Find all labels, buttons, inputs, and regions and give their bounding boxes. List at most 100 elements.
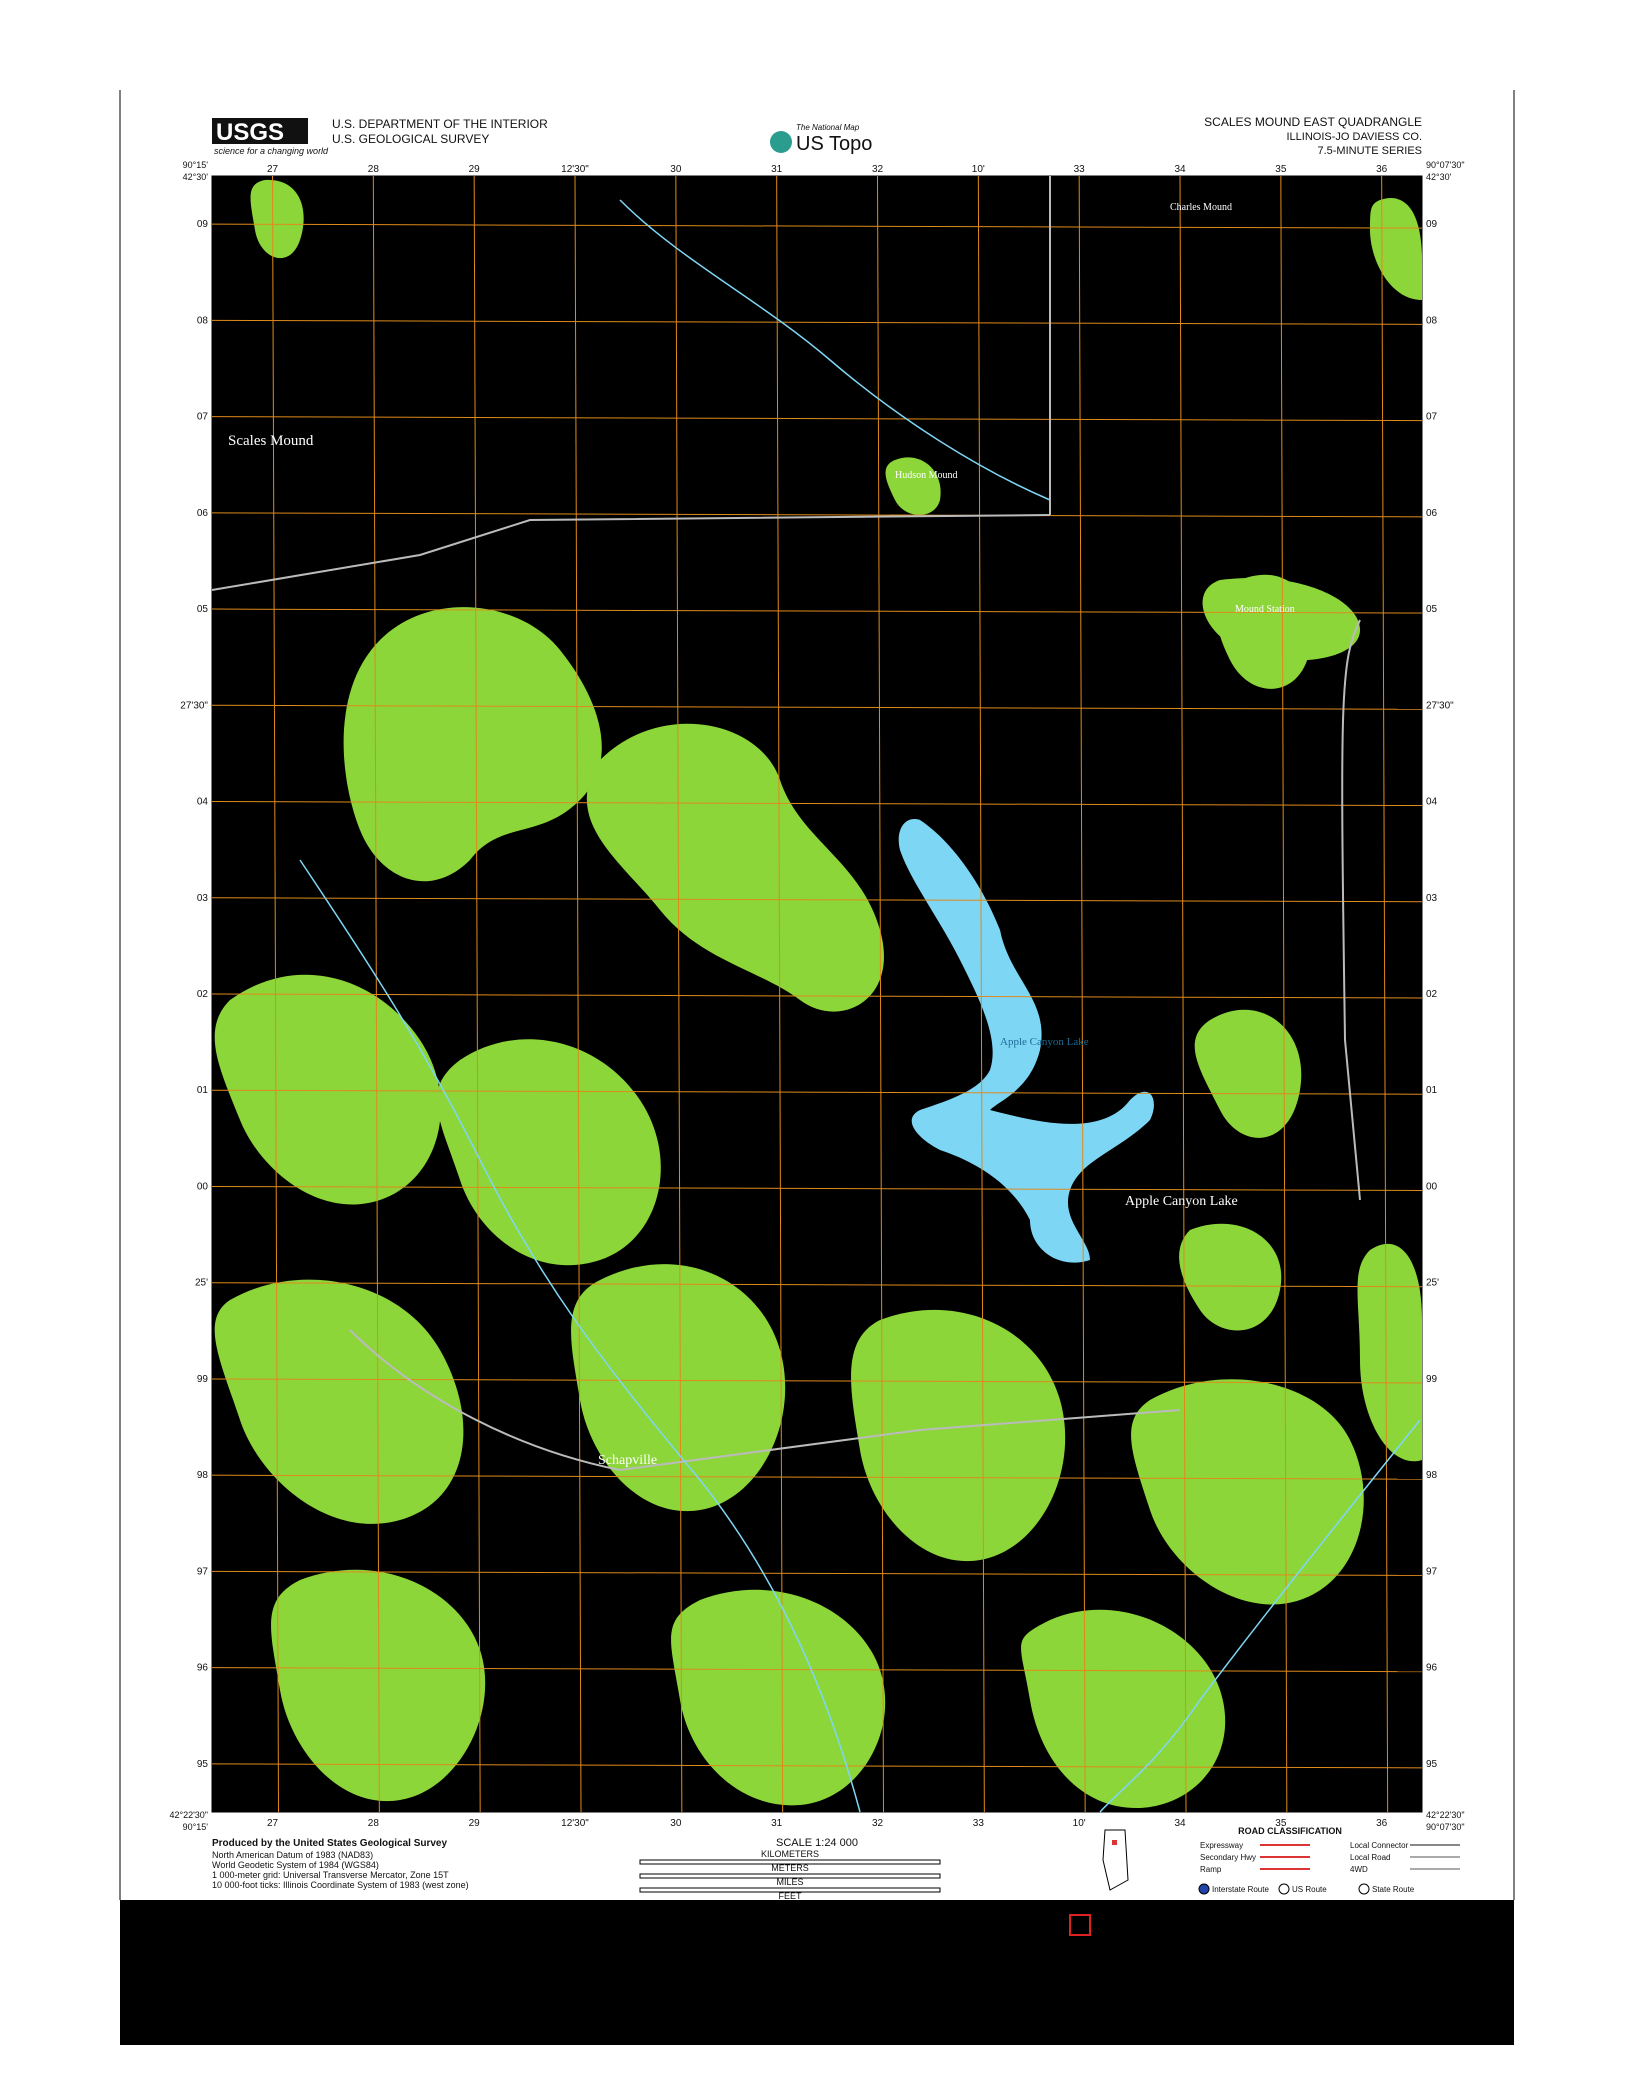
- top-tick-label: 31: [771, 164, 783, 175]
- grid-line: [1179, 175, 1187, 1813]
- top-tick-label: 28: [368, 164, 380, 175]
- lake-name: Apple Canyon Lake: [1000, 1036, 1089, 1048]
- left-tick-label: 05: [197, 604, 209, 615]
- bottom-tick-label: 32: [872, 1818, 884, 1829]
- place-name: Apple Canyon Lake: [1125, 1194, 1238, 1209]
- grid-line: [211, 512, 1423, 518]
- product: US Topo: [796, 133, 872, 155]
- right-tick-label: 25': [1426, 1278, 1439, 1289]
- right-tick-label: 99: [1426, 1374, 1438, 1385]
- grid-line: [211, 608, 1423, 614]
- scale: SCALE 1:24 000: [776, 1837, 858, 1849]
- produced-by: Produced by the United States Geological…: [212, 1838, 447, 1849]
- right-tick-label: 03: [1426, 893, 1438, 904]
- grid-line: [211, 897, 1423, 903]
- right-tick-label: 08: [1426, 315, 1438, 326]
- grid-line: [211, 704, 1423, 710]
- right-tick-label: 01: [1426, 1085, 1438, 1096]
- corner-lat: 42°30': [183, 172, 209, 182]
- woodland-area: [214, 974, 441, 1205]
- right-tick-label: 00: [1426, 1181, 1438, 1192]
- bottom-strip: [120, 1900, 1514, 2045]
- grid-line: [776, 175, 784, 1813]
- grid-line: [211, 223, 1423, 229]
- place-labels: Scales Mound Hudson Mound Charles Mound …: [228, 202, 1295, 1468]
- grid-line: [211, 1282, 1423, 1288]
- right-tick-label: 96: [1426, 1663, 1438, 1674]
- left-tick-label: 01: [197, 1085, 209, 1096]
- usgs-logo: USGS: [216, 119, 284, 146]
- road-type: Expressway: [1200, 1841, 1243, 1850]
- road-type: 4WD: [1350, 1865, 1368, 1874]
- lake: [898, 819, 1154, 1263]
- bottom-tick-label: 12'30": [561, 1818, 589, 1829]
- streams: [299, 199, 1421, 1813]
- woodland-area: [586, 723, 884, 1012]
- bottom-tick-label: 31: [771, 1818, 783, 1829]
- marker-box: [1069, 1914, 1091, 1936]
- place-name: Schapville: [598, 1453, 657, 1468]
- datum-note: 10 000-foot ticks: Illinois Coordinate S…: [212, 1880, 469, 1890]
- left-tick-label: 03: [197, 893, 209, 904]
- corner-lat: 42°30': [1426, 172, 1452, 182]
- road: [349, 1329, 1181, 1472]
- grid-line: [211, 1089, 1423, 1095]
- scale-unit: FEET: [778, 1891, 802, 1901]
- scale-bar: [639, 1873, 941, 1879]
- right-tick-label: 09: [1426, 219, 1438, 230]
- right-tick-label: 02: [1426, 989, 1438, 1000]
- roads: [211, 176, 1361, 1472]
- route-type: Interstate Route: [1212, 1885, 1269, 1894]
- woodland-area: [436, 1039, 661, 1266]
- grid-line: [211, 801, 1423, 807]
- left-tick-label: 07: [197, 412, 209, 423]
- bottom-tick-label: 29: [469, 1818, 481, 1829]
- footer: Produced by the United States Geological…: [212, 1826, 1460, 1901]
- left-tick-label: 09: [197, 219, 209, 230]
- road-type: Secondary Hwy: [1200, 1853, 1256, 1862]
- left-tick-label: 00: [197, 1181, 209, 1192]
- right-tick-label: 98: [1426, 1470, 1438, 1481]
- top-tick-label: 35: [1275, 164, 1287, 175]
- bottom-tick-label: 27: [267, 1818, 279, 1829]
- left-tick-label: 97: [197, 1566, 209, 1577]
- logo-tagline: science for a changing world: [214, 146, 329, 156]
- grid-line: [473, 175, 481, 1813]
- place-name: Hudson Mound: [895, 470, 958, 481]
- grid-line: [211, 416, 1423, 422]
- grid-line: [211, 1667, 1423, 1673]
- woodland-area: [271, 1569, 486, 1802]
- top-tick-label: 27: [267, 164, 279, 175]
- header: USGS science for a changing world U.S. D…: [212, 115, 1422, 157]
- road-type: Local Road: [1350, 1853, 1390, 1862]
- grid-line: [1078, 175, 1086, 1813]
- corner-lon: 90°07'30": [1426, 1822, 1465, 1832]
- scale-bar: [639, 1887, 941, 1893]
- woodland-area: [1370, 198, 1422, 300]
- left-tick-label: 96: [197, 1663, 209, 1674]
- woodland-area: [1131, 1379, 1364, 1605]
- us-topo-icon: [770, 131, 792, 153]
- left-tick-label: 27'30": [180, 700, 208, 711]
- grid-line: [1280, 175, 1288, 1813]
- place-name: Mound Station: [1235, 604, 1295, 615]
- grid-line: [211, 1570, 1423, 1576]
- grid-line: [574, 175, 582, 1813]
- corner-lon: 90°15': [183, 1822, 209, 1832]
- road: [211, 514, 1051, 591]
- woodland-area: [1194, 1009, 1302, 1138]
- woodland-area: [1021, 1609, 1226, 1809]
- stream: [299, 859, 861, 1813]
- woodland-area: [1357, 1243, 1422, 1462]
- state-county: ILLINOIS-JO DAVIESS CO.: [1287, 131, 1423, 143]
- stream: [1099, 1419, 1421, 1813]
- grid-line: [211, 319, 1423, 325]
- corner-lat: 42°22'30": [169, 1810, 208, 1820]
- left-tick-label: 08: [197, 315, 209, 326]
- bottom-tick-label: 34: [1174, 1818, 1186, 1829]
- woodland-area: [1202, 578, 1360, 661]
- grid-line: [1381, 175, 1389, 1813]
- left-tick-label: 95: [197, 1759, 209, 1770]
- grid-line: [675, 175, 683, 1813]
